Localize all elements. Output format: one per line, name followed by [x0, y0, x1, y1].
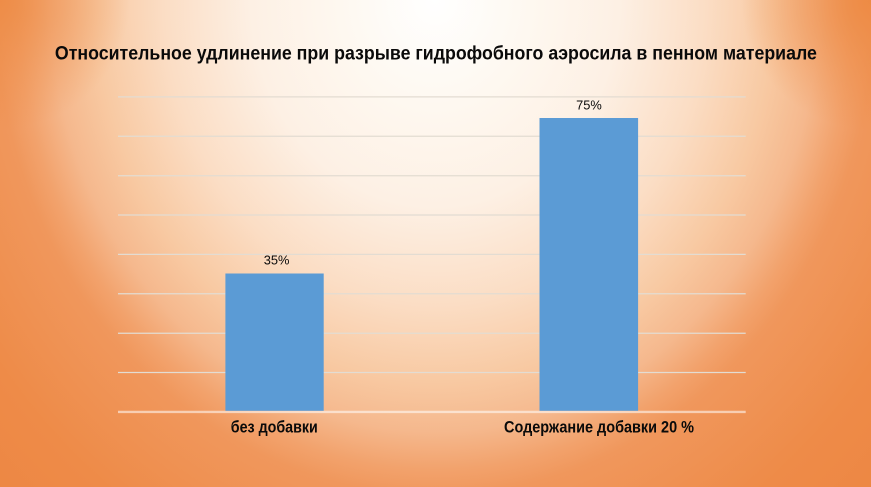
svg-text:без добавки: без добавки [231, 418, 318, 437]
svg-text:Содержание добавки 20 %: Содержание добавки 20 % [504, 418, 694, 437]
svg-text:Относительное удлинение при ра: Относительное удлинение при разрыве гидр… [55, 44, 817, 65]
svg-text:75%: 75% [576, 98, 602, 113]
svg-text:35%: 35% [264, 253, 290, 268]
